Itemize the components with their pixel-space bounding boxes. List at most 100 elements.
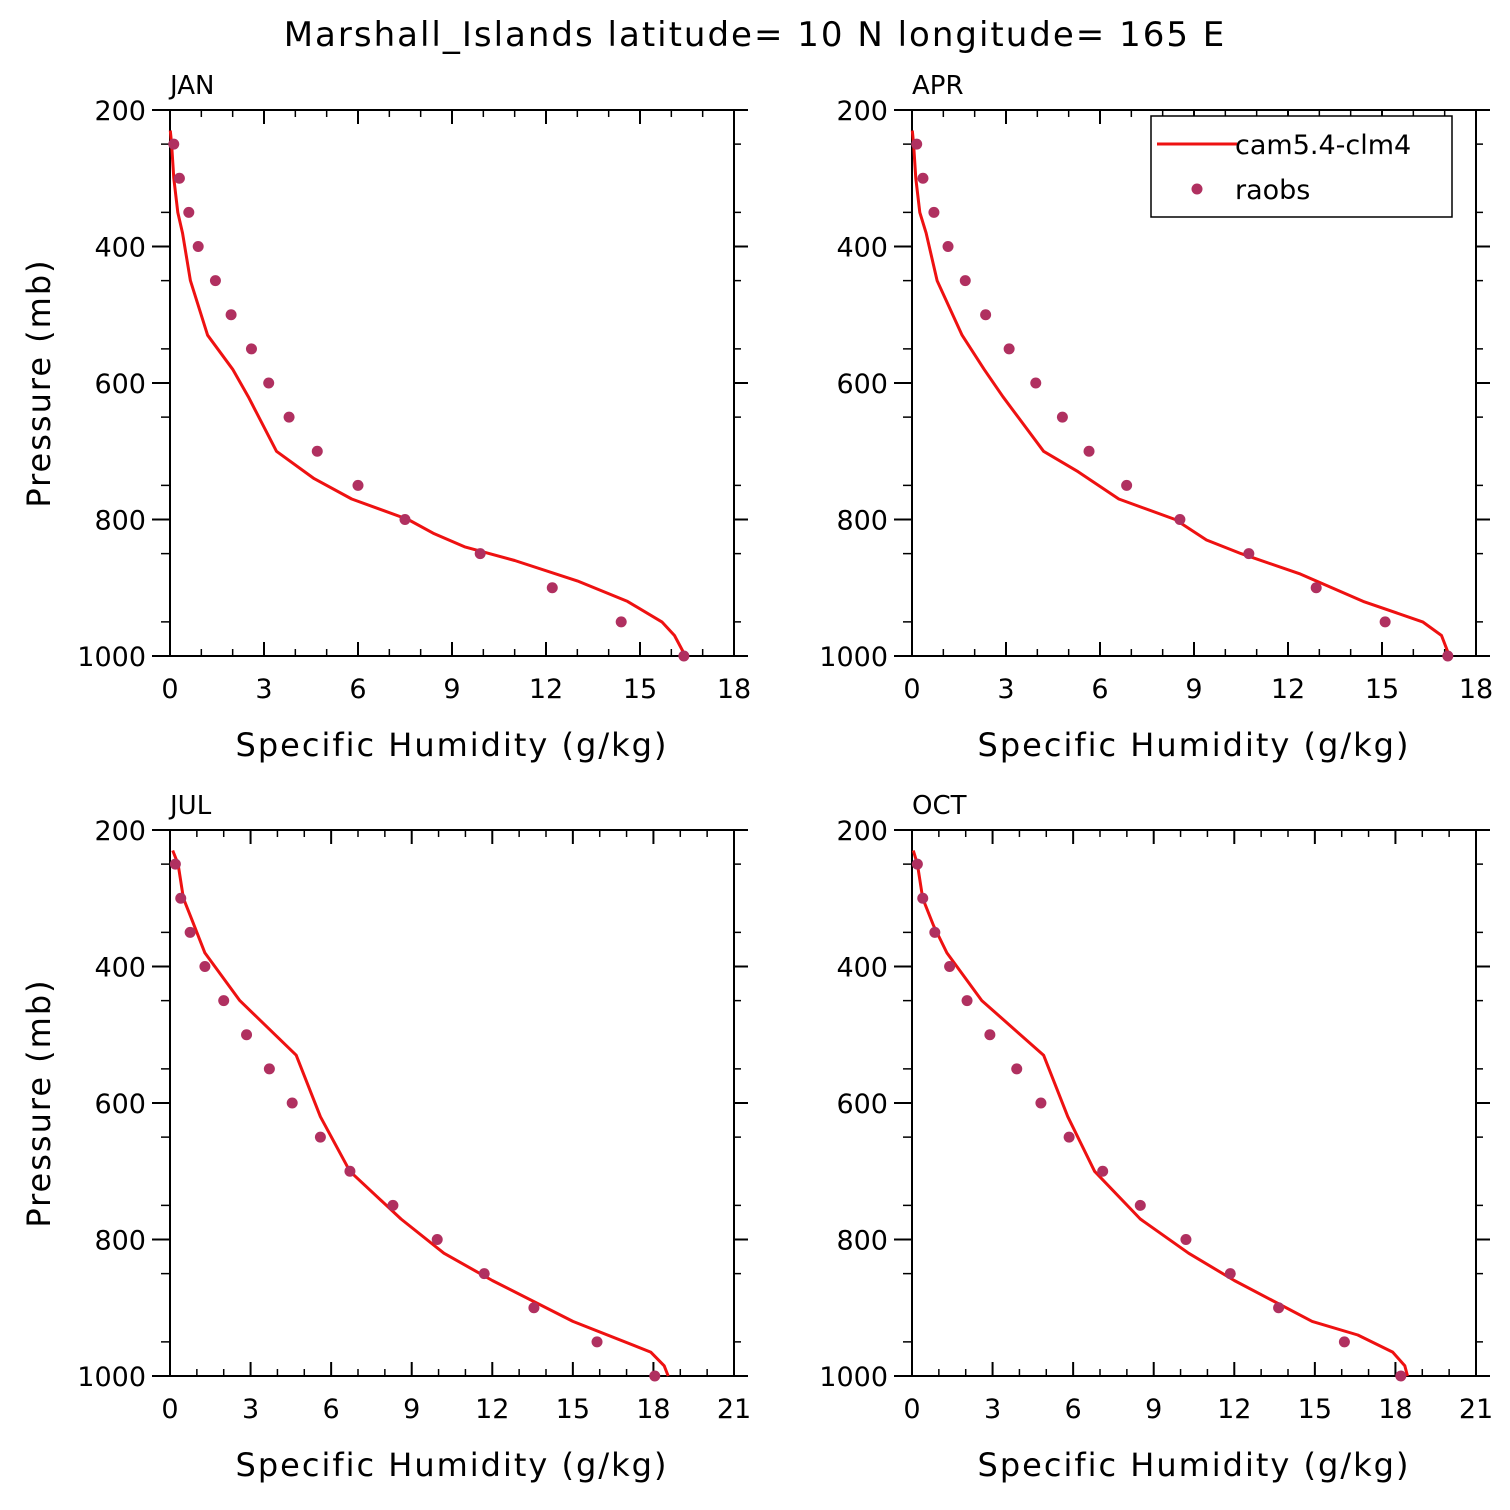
x-tick-label: 6 (1091, 674, 1108, 705)
raobs-point (678, 650, 690, 662)
y-tick-label: 1000 (77, 642, 146, 673)
model-profile-line (911, 850, 1409, 1377)
raobs-point (173, 172, 185, 184)
y-tick-label: 800 (94, 506, 146, 537)
raobs-point (286, 1097, 298, 1109)
panel-oct: 0 3 6 9 12 15 18 21 200 400 600 800 1000 OCT Specific … (819, 791, 1493, 1484)
raobs-point (649, 1370, 661, 1382)
raobs-point (1174, 514, 1186, 525)
x-tick-label: 3 (997, 674, 1014, 705)
raobs-point (344, 1165, 356, 1177)
x-tick-label: 3 (984, 1394, 1001, 1425)
raobs-point (980, 309, 992, 321)
raobs-point (1379, 616, 1391, 628)
raobs-point (352, 479, 364, 491)
y-tick-label: 200 (94, 816, 146, 847)
y-tick-label: 400 (836, 233, 888, 264)
y-tick-label: 600 (836, 369, 888, 400)
y-tick-label: 400 (94, 233, 146, 264)
x-tick-label: 12 (1217, 1394, 1251, 1425)
legend-obs-label: raobs (1235, 175, 1310, 206)
raobs-point (1056, 411, 1068, 423)
raobs-point (928, 206, 940, 218)
x-tick-label: 0 (903, 674, 920, 705)
x-tick-label: 21 (717, 1394, 751, 1425)
x-tick-label: 0 (903, 1394, 920, 1425)
x-tick-label: 6 (349, 674, 366, 705)
y-tick-label: 1000 (77, 1362, 146, 1393)
x-tick-label: 15 (1365, 674, 1399, 705)
figure-title: Marshall_Islands latitude= 10 N longitud… (284, 15, 1227, 55)
raobs-point (263, 377, 275, 389)
raobs-point (263, 1063, 275, 1075)
raobs-point (314, 1131, 326, 1143)
y-axis-label: Pressure (mb) (20, 258, 58, 507)
x-tick-label: 21 (1459, 1394, 1493, 1425)
raobs-point (1224, 1268, 1236, 1280)
x-tick-label: 9 (1185, 674, 1202, 705)
raobs-point (184, 926, 196, 938)
panel-title: JUL (168, 791, 212, 821)
raobs-point (546, 582, 558, 594)
y-tick-label: 200 (94, 96, 146, 127)
y-tick-label: 400 (836, 953, 888, 984)
raobs-point (911, 138, 923, 150)
raobs-point (591, 1336, 603, 1348)
raobs-point (615, 616, 627, 628)
raobs-point (911, 858, 923, 870)
x-tick-label: 15 (1298, 1394, 1332, 1425)
raobs-point (399, 514, 411, 525)
raobs-point (1395, 1370, 1407, 1382)
x-tick-label: 6 (323, 1394, 340, 1425)
panel-jan: 0 3 6 9 12 15 18 200 400 600 800 1000 JAN Specific Hu… (20, 71, 751, 764)
y-tick-label: 800 (836, 1226, 888, 1257)
x-tick-label: 18 (636, 1394, 670, 1425)
y-tick-label: 800 (836, 506, 888, 537)
y-tick-label: 1000 (819, 642, 888, 673)
raobs-point (1338, 1336, 1350, 1348)
raobs-point (1310, 582, 1322, 594)
panel-apr: 0 3 6 9 12 15 18 200 400 600 800 1000 APR Specific Hu… (819, 71, 1493, 764)
raobs-point (245, 343, 257, 355)
raobs-point (431, 1234, 443, 1245)
raobs-point (1097, 1165, 1109, 1177)
panel-title: APR (912, 71, 964, 101)
raobs-point (528, 1302, 540, 1314)
model-profile-line (171, 849, 670, 1377)
raobs-point (1030, 377, 1042, 389)
plot-frame (169, 109, 735, 657)
raobs-point (961, 995, 973, 1007)
raobs-point (225, 309, 237, 321)
raobs-point (1035, 1097, 1047, 1109)
raobs-point (1121, 479, 1133, 491)
raobs-point (1243, 548, 1255, 560)
raobs-point (218, 995, 230, 1007)
legend-dot-swatch (1191, 183, 1203, 195)
raobs-point (917, 172, 929, 184)
x-tick-label: 9 (403, 1394, 420, 1425)
legend-model-label: cam5.4-clm4 (1235, 130, 1411, 161)
x-axis-label: Specific Humidity (g/kg) (978, 1446, 1411, 1484)
raobs-point (942, 241, 954, 252)
x-tick-label: 12 (475, 1394, 509, 1425)
x-tick-label: 12 (1271, 674, 1305, 705)
raobs-point (1134, 1199, 1146, 1211)
raobs-point (474, 548, 486, 560)
raobs-point (959, 275, 971, 287)
plot-frame (169, 829, 735, 1377)
x-tick-label: 18 (1378, 1394, 1412, 1425)
raobs-point (1011, 1063, 1023, 1075)
x-tick-label: 0 (161, 1394, 178, 1425)
raobs-point (209, 275, 221, 287)
y-tick-label: 800 (94, 1226, 146, 1257)
raobs-point (387, 1199, 399, 1211)
x-tick-label: 3 (255, 674, 272, 705)
y-tick-label: 200 (836, 816, 888, 847)
y-tick-label: 400 (94, 953, 146, 984)
x-axis-label: Specific Humidity (g/kg) (236, 726, 669, 764)
raobs-point (944, 961, 956, 972)
x-axis-label: Specific Humidity (g/kg) (236, 1446, 669, 1484)
raobs-point (1442, 650, 1454, 662)
raobs-point (1273, 1302, 1285, 1314)
